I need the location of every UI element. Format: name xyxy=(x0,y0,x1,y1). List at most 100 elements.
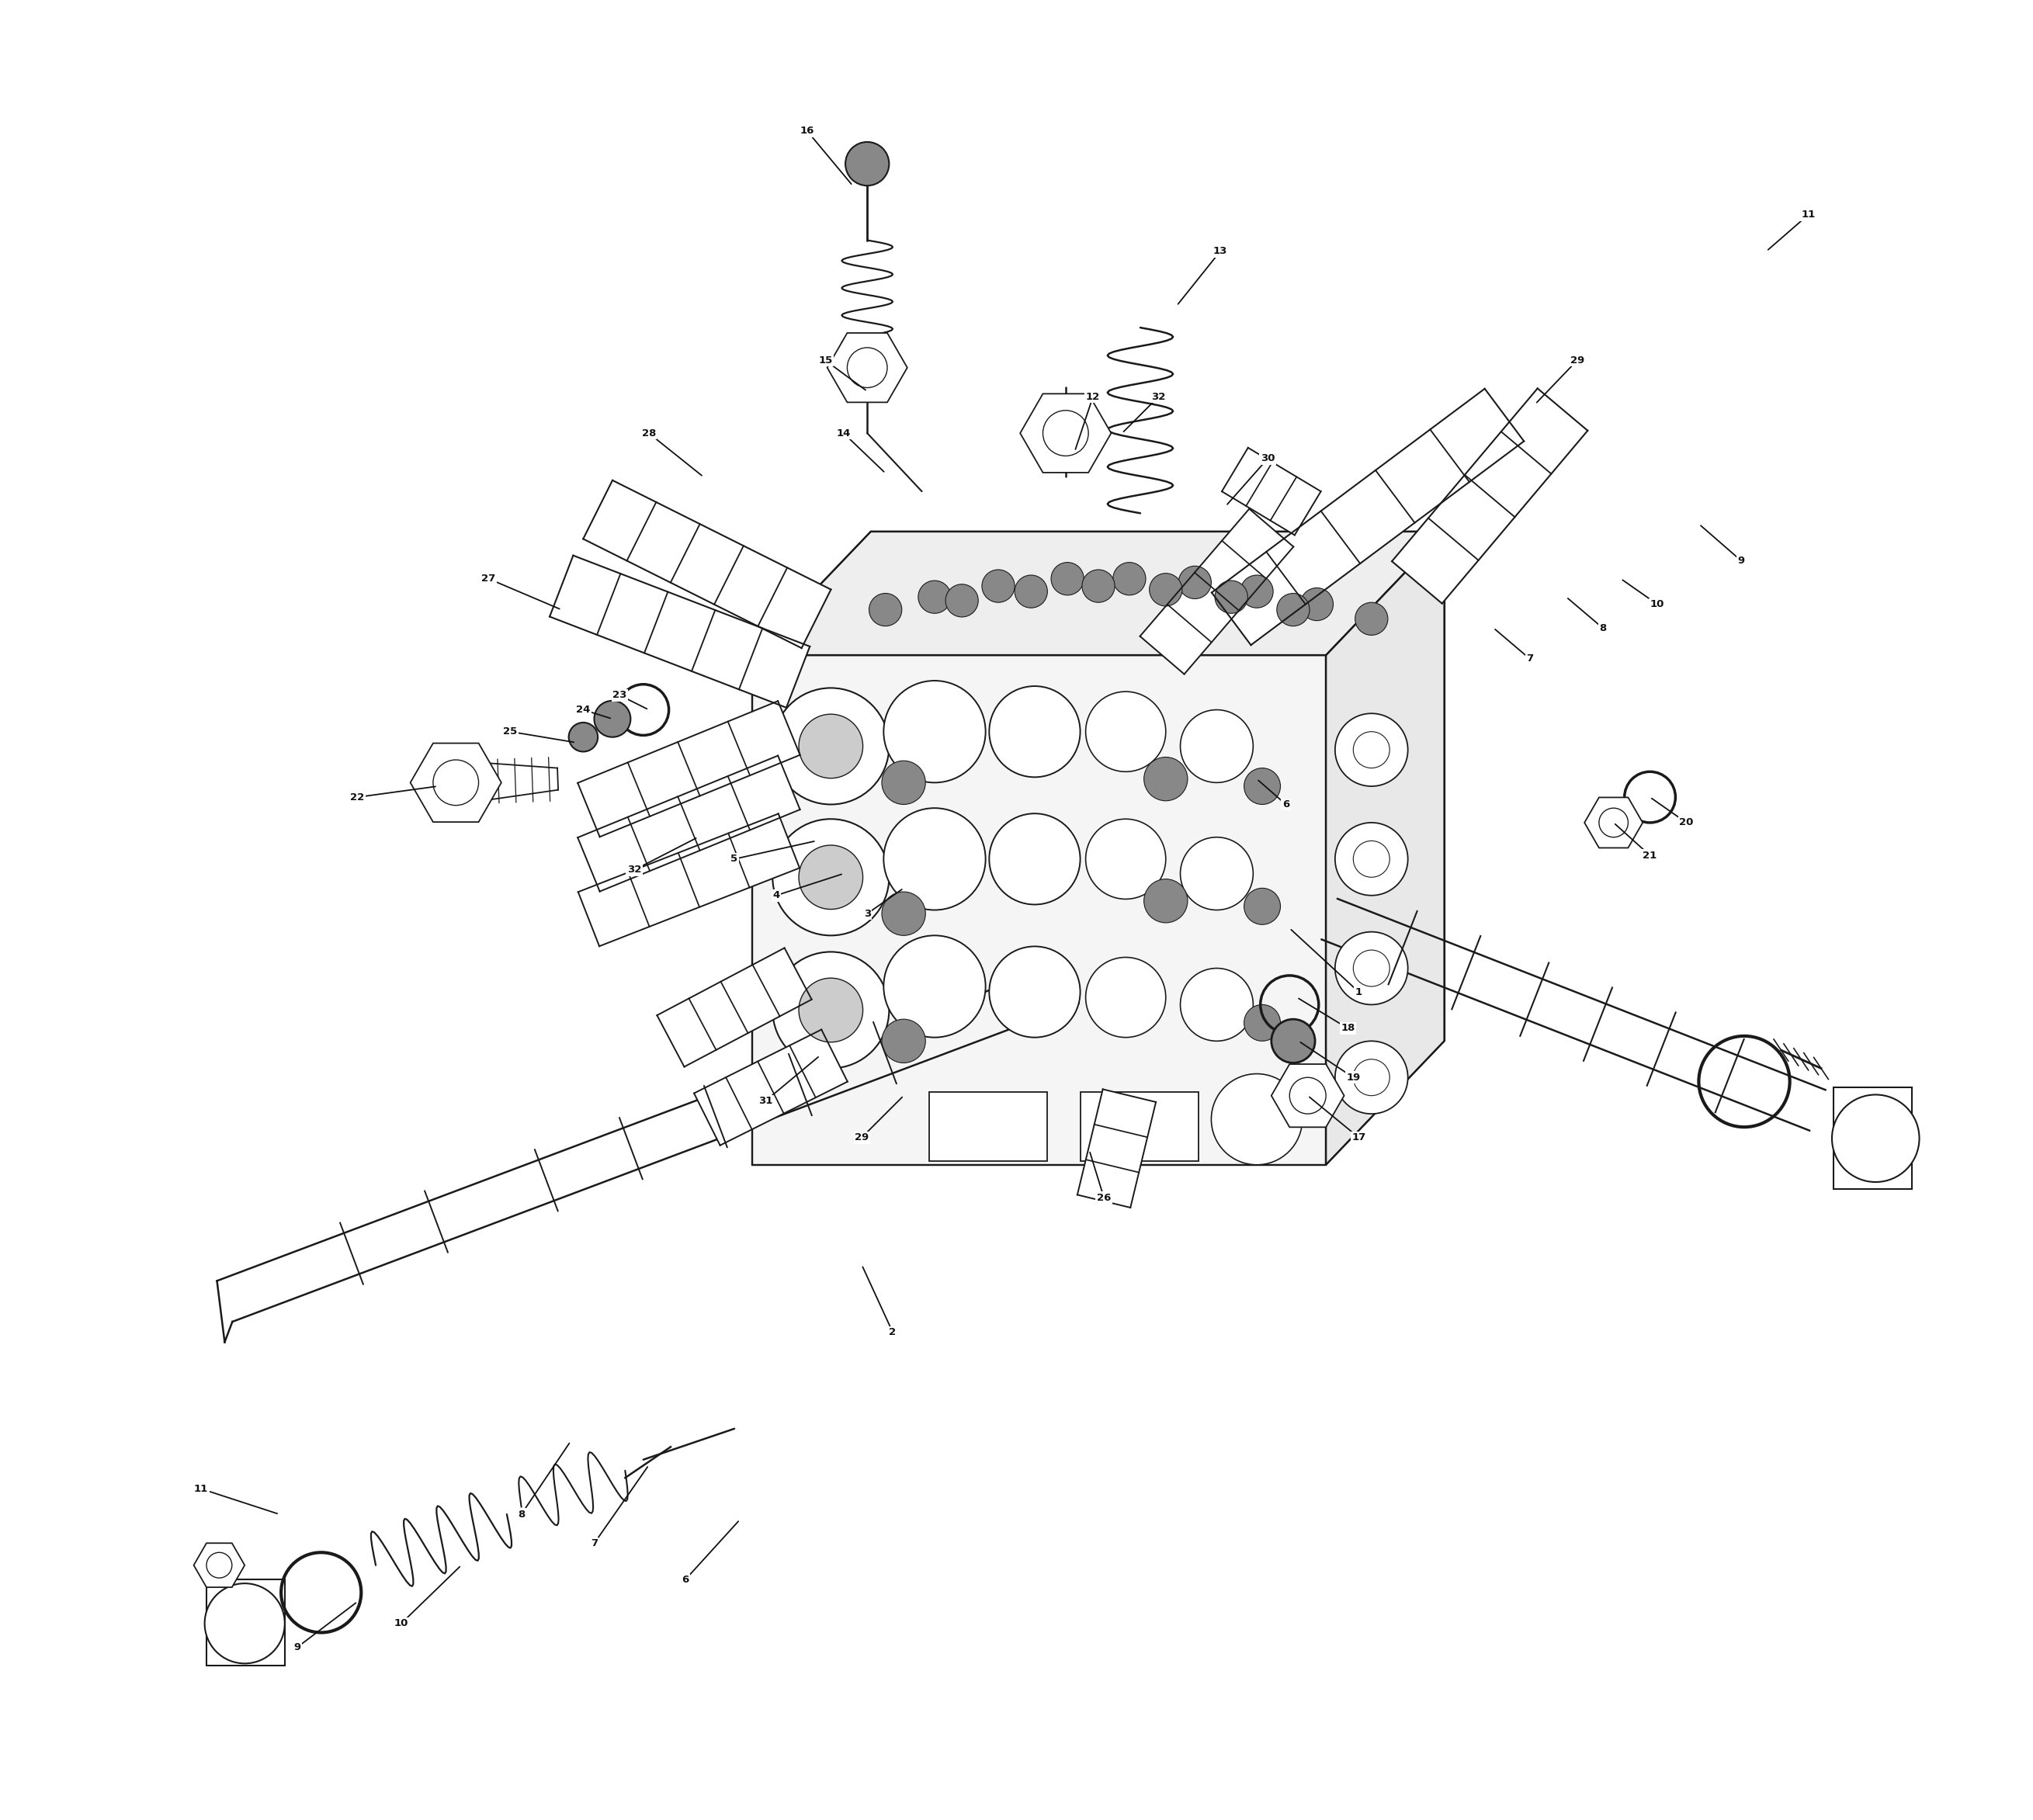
Polygon shape xyxy=(1141,510,1293,673)
Circle shape xyxy=(868,593,903,626)
Polygon shape xyxy=(657,948,811,1067)
Circle shape xyxy=(884,681,986,783)
Polygon shape xyxy=(693,1030,848,1145)
Text: 7: 7 xyxy=(592,1538,598,1549)
Text: 21: 21 xyxy=(1643,850,1657,861)
Text: 25: 25 xyxy=(504,726,518,737)
Circle shape xyxy=(990,686,1080,777)
Circle shape xyxy=(1600,808,1628,837)
Polygon shape xyxy=(752,655,1326,1165)
Bar xyxy=(1080,1092,1199,1161)
Polygon shape xyxy=(193,1543,244,1587)
Text: 4: 4 xyxy=(773,890,781,901)
Circle shape xyxy=(1181,710,1252,783)
Circle shape xyxy=(1086,692,1165,772)
Circle shape xyxy=(1149,573,1181,606)
Text: 9: 9 xyxy=(295,1642,301,1653)
Text: 30: 30 xyxy=(1260,453,1275,464)
Polygon shape xyxy=(1584,797,1643,848)
Bar xyxy=(929,1092,1047,1161)
Circle shape xyxy=(884,935,986,1037)
Circle shape xyxy=(1289,1077,1326,1114)
Circle shape xyxy=(1145,757,1187,801)
Circle shape xyxy=(1244,888,1281,925)
Circle shape xyxy=(945,584,978,617)
Text: 9: 9 xyxy=(1738,555,1744,566)
Circle shape xyxy=(205,1583,285,1663)
Circle shape xyxy=(1181,837,1252,910)
Circle shape xyxy=(846,142,888,186)
Circle shape xyxy=(1832,1094,1919,1181)
Text: 12: 12 xyxy=(1086,391,1100,402)
Polygon shape xyxy=(1834,1087,1911,1188)
Circle shape xyxy=(882,1019,925,1063)
Circle shape xyxy=(1212,1074,1303,1165)
Circle shape xyxy=(848,348,886,388)
Text: 22: 22 xyxy=(350,792,364,803)
Text: 24: 24 xyxy=(575,704,590,715)
Circle shape xyxy=(1336,823,1409,895)
Text: 27: 27 xyxy=(482,573,496,584)
Circle shape xyxy=(799,977,862,1043)
Circle shape xyxy=(1216,581,1248,613)
Polygon shape xyxy=(207,1580,285,1665)
Text: 31: 31 xyxy=(758,1096,773,1107)
Polygon shape xyxy=(411,743,502,823)
Text: 5: 5 xyxy=(730,854,738,864)
Polygon shape xyxy=(1077,1088,1157,1208)
Text: 11: 11 xyxy=(193,1483,207,1494)
Circle shape xyxy=(1179,566,1212,599)
Text: 16: 16 xyxy=(801,126,815,136)
Circle shape xyxy=(1086,957,1165,1037)
Circle shape xyxy=(1271,1019,1315,1063)
Circle shape xyxy=(1082,570,1114,602)
Circle shape xyxy=(1336,1041,1409,1114)
Circle shape xyxy=(1354,732,1391,768)
Circle shape xyxy=(1181,968,1252,1041)
Text: 29: 29 xyxy=(1569,355,1584,366)
Text: 15: 15 xyxy=(819,355,831,366)
Text: 23: 23 xyxy=(612,690,626,701)
Text: 7: 7 xyxy=(1527,653,1533,664)
Text: 10: 10 xyxy=(1651,599,1665,610)
Circle shape xyxy=(1354,950,1391,986)
Circle shape xyxy=(982,570,1014,602)
Polygon shape xyxy=(1222,448,1321,535)
Polygon shape xyxy=(577,814,799,946)
Circle shape xyxy=(1277,593,1309,626)
Text: 2: 2 xyxy=(888,1327,897,1338)
Circle shape xyxy=(882,892,925,935)
Circle shape xyxy=(773,688,888,804)
Polygon shape xyxy=(752,531,1443,655)
Circle shape xyxy=(799,844,862,910)
Text: 17: 17 xyxy=(1352,1132,1366,1143)
Circle shape xyxy=(919,581,951,613)
Text: 20: 20 xyxy=(1679,817,1693,828)
Polygon shape xyxy=(549,555,809,708)
Polygon shape xyxy=(583,480,831,648)
Circle shape xyxy=(773,952,888,1068)
Text: 8: 8 xyxy=(1600,622,1606,633)
Polygon shape xyxy=(827,333,907,402)
Text: 26: 26 xyxy=(1096,1192,1110,1203)
Circle shape xyxy=(799,713,862,779)
Circle shape xyxy=(1354,1059,1391,1096)
Text: 13: 13 xyxy=(1214,246,1228,257)
Circle shape xyxy=(1354,841,1391,877)
Text: 3: 3 xyxy=(864,908,870,919)
Text: 6: 6 xyxy=(1283,799,1289,810)
Polygon shape xyxy=(1021,393,1112,473)
Circle shape xyxy=(990,814,1080,905)
Polygon shape xyxy=(577,755,801,892)
Circle shape xyxy=(433,761,478,806)
Polygon shape xyxy=(577,701,801,837)
Circle shape xyxy=(1301,588,1334,621)
Circle shape xyxy=(1244,768,1281,804)
Circle shape xyxy=(1014,575,1047,608)
Circle shape xyxy=(1086,819,1165,899)
Text: 19: 19 xyxy=(1346,1072,1360,1083)
Circle shape xyxy=(207,1552,232,1578)
Polygon shape xyxy=(1271,1065,1344,1127)
Circle shape xyxy=(1240,575,1273,608)
Circle shape xyxy=(1112,562,1147,595)
